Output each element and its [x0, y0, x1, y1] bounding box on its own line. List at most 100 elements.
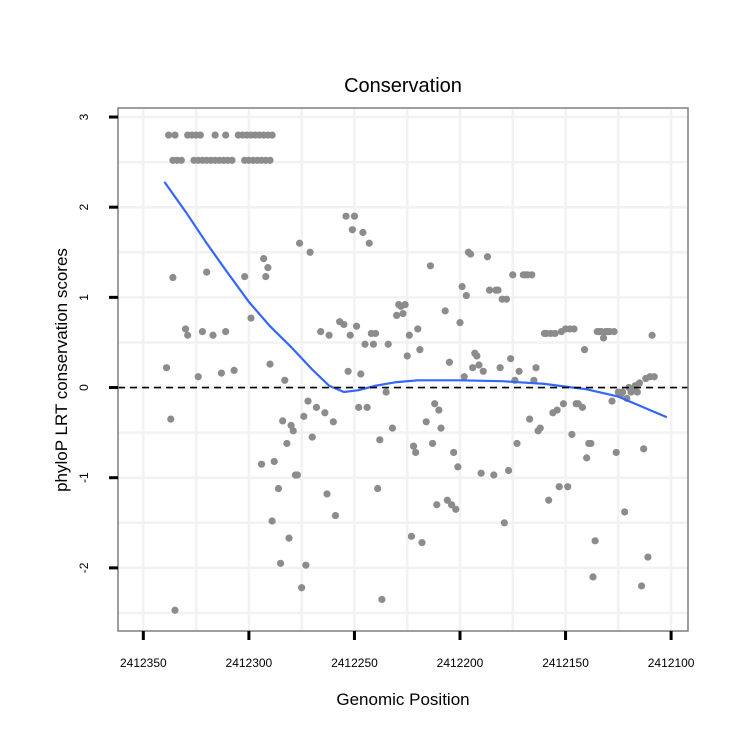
points-layer — [162, 131, 658, 614]
data-point — [230, 366, 238, 375]
data-point — [357, 370, 365, 378]
data-point — [308, 433, 316, 441]
data-point — [211, 131, 219, 139]
data-point — [509, 271, 517, 279]
data-point — [295, 239, 304, 247]
data-point — [247, 314, 255, 322]
data-point — [342, 212, 350, 220]
data-point — [268, 517, 276, 525]
data-point — [171, 131, 179, 139]
data-point — [422, 418, 430, 426]
data-point — [555, 483, 563, 491]
data-point — [553, 406, 561, 414]
data-point — [401, 300, 409, 309]
data-point — [167, 415, 175, 423]
plot-panel — [118, 108, 688, 631]
data-point — [635, 379, 644, 387]
data-point — [456, 319, 464, 327]
data-point — [304, 397, 312, 405]
data-point — [500, 519, 508, 527]
data-point — [469, 364, 477, 372]
data-point — [346, 331, 354, 339]
data-point — [426, 262, 435, 270]
data-point — [177, 156, 185, 164]
data-point — [359, 228, 367, 237]
y-tick-label: 0 — [77, 384, 91, 391]
data-point — [344, 367, 352, 375]
data-point — [473, 352, 481, 360]
data-point — [587, 439, 595, 448]
data-point — [515, 367, 523, 375]
data-point — [350, 212, 359, 220]
data-point — [640, 445, 648, 453]
data-point — [196, 131, 204, 139]
data-point — [281, 376, 289, 384]
x-tick-label: 2412300 — [226, 656, 273, 670]
data-point — [241, 273, 249, 281]
data-point — [407, 532, 416, 540]
data-point — [283, 439, 291, 448]
data-point — [374, 484, 382, 493]
data-point — [445, 358, 454, 366]
data-point — [536, 424, 544, 432]
data-point — [433, 501, 441, 509]
data-point — [331, 511, 340, 520]
y-axis-label: phyloP LRT conservation scores — [52, 248, 71, 492]
data-point — [490, 471, 498, 479]
data-point — [608, 397, 616, 405]
data-point — [452, 505, 460, 513]
data-point — [355, 403, 363, 411]
data-point — [325, 331, 333, 339]
data-point — [289, 427, 297, 435]
y-tick-label: -1 — [77, 472, 91, 483]
data-point — [462, 291, 470, 300]
data-point — [559, 400, 568, 408]
data-point — [502, 295, 511, 303]
data-point — [551, 329, 559, 338]
data-point — [340, 320, 348, 329]
data-point — [431, 400, 439, 408]
data-point — [428, 439, 437, 448]
data-point — [270, 457, 278, 466]
data-point — [507, 355, 515, 363]
data-point — [323, 490, 331, 498]
data-point — [580, 346, 589, 354]
data-point — [329, 418, 337, 426]
data-point — [591, 537, 599, 545]
data-point — [217, 369, 226, 377]
data-point — [583, 454, 591, 462]
x-tick-label: 2412200 — [437, 656, 484, 670]
grid-layer — [118, 108, 688, 631]
data-point — [650, 373, 658, 381]
data-point — [526, 415, 534, 423]
data-point — [268, 131, 276, 139]
data-point — [388, 424, 397, 432]
data-point — [633, 388, 641, 396]
data-point — [165, 131, 173, 139]
data-point — [418, 539, 426, 547]
data-point — [485, 286, 494, 294]
data-point — [266, 360, 274, 368]
data-point — [264, 264, 272, 272]
data-point — [361, 340, 369, 348]
data-point — [365, 239, 373, 247]
data-point — [262, 273, 270, 281]
data-point — [384, 340, 392, 348]
smooth-line — [163, 181, 668, 419]
data-point — [171, 606, 179, 614]
data-point — [317, 328, 325, 336]
data-point — [198, 328, 207, 336]
data-point — [285, 534, 293, 542]
chart-title: Conservation — [344, 75, 462, 97]
x-tick-label: 2412250 — [331, 656, 378, 670]
data-point — [578, 403, 587, 411]
data-point — [184, 331, 192, 339]
y-tick-label: 1 — [77, 294, 91, 301]
data-point — [312, 403, 321, 411]
data-point — [169, 273, 177, 282]
data-point — [348, 226, 356, 234]
data-point — [513, 439, 521, 448]
data-point — [257, 460, 266, 468]
data-point — [477, 469, 485, 477]
